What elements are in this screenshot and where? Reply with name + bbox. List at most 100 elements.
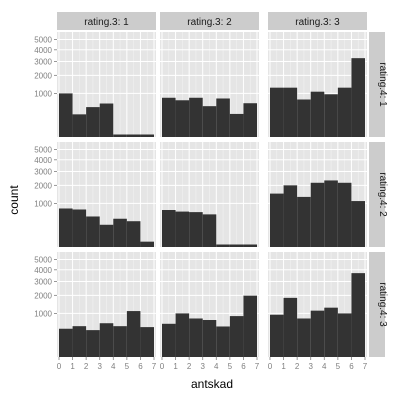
x-tick-label: 4	[111, 362, 116, 371]
x-tick-label: 5	[228, 362, 233, 371]
y-tick-label: 3000	[34, 167, 52, 176]
x-tick-label: 7	[152, 362, 157, 371]
bar-r1c3-bin-4	[324, 94, 338, 137]
y-tick-label: 2000	[34, 181, 52, 190]
bar-r3c1-bin-0	[59, 328, 73, 357]
bar-r1c2-bin-4	[216, 98, 230, 137]
x-tick-label: 4	[214, 362, 219, 371]
bar-r3c3-bin-2	[297, 318, 311, 357]
y-axis-title: count	[7, 185, 21, 215]
bar-r2c3-bin-2	[297, 196, 311, 247]
bar-r1c1-bin-4	[113, 134, 127, 137]
bar-r3c2-bin-6	[243, 295, 257, 357]
x-axis-title: antskad	[191, 377, 233, 391]
column-strip-label-2: rating.3: 2	[187, 17, 232, 28]
x-tick-label: 2	[84, 362, 89, 371]
bar-r2c2-bin-2	[189, 212, 203, 247]
column-strip-1	[57, 12, 156, 30]
bar-r1c3-bin-6	[351, 58, 365, 138]
y-tick-label: 3000	[34, 57, 52, 66]
bar-r2c2-bin-1	[175, 211, 190, 247]
bar-r1c2-bin-2	[189, 97, 203, 137]
bar-r3c2-bin-4	[216, 326, 230, 357]
y-tick-label: 1000	[34, 199, 52, 208]
bar-r2c1-bin-2	[86, 216, 100, 247]
bar-r1c2-bin-0	[162, 97, 176, 137]
bar-r2c2-bin-5	[229, 244, 244, 247]
x-tick-label: 1	[70, 362, 75, 371]
y-tick-label: 5000	[34, 146, 52, 155]
bar-r2c1-bin-0	[59, 208, 73, 247]
x-tick-label: 6	[138, 362, 143, 371]
row-strip-label-1: rating.4: 1	[377, 62, 388, 107]
bar-r1c2-bin-3	[202, 106, 217, 137]
bar-r2c3-bin-1	[283, 185, 298, 247]
y-tick-label: 5000	[34, 36, 52, 45]
x-tick-label: 5	[336, 362, 341, 371]
bar-r3c1-bin-2	[86, 330, 100, 357]
bar-r1c1-bin-3	[99, 103, 114, 137]
bar-r3c3-bin-1	[283, 297, 298, 357]
bar-r1c3-bin-5	[337, 87, 352, 137]
bar-r3c3-bin-3	[310, 310, 325, 357]
bar-r1c3-bin-2	[297, 99, 311, 137]
bar-r2c3-bin-6	[351, 201, 365, 247]
y-tick-label: 5000	[34, 256, 52, 265]
bar-r2c3-bin-3	[310, 182, 325, 247]
bar-r3c2-bin-5	[229, 316, 244, 357]
bar-r2c3-bin-4	[324, 180, 338, 247]
bar-r1c1-bin-6	[140, 134, 154, 137]
column-strip-3	[268, 12, 367, 30]
x-tick-label: 0	[268, 362, 273, 371]
bar-r2c1-bin-1	[72, 209, 87, 247]
y-tick-label: 2000	[34, 291, 52, 300]
x-tick-label: 7	[255, 362, 260, 371]
y-tick-label: 4000	[34, 46, 52, 55]
bar-r3c1-bin-3	[99, 323, 114, 357]
x-tick-label: 0	[160, 362, 165, 371]
bar-r1c2-bin-5	[229, 113, 244, 137]
column-strip-label-3: rating.3: 3	[295, 17, 340, 28]
bar-r2c3-bin-5	[337, 182, 352, 247]
x-tick-label: 3	[200, 362, 205, 371]
y-tick-label: 4000	[34, 266, 52, 275]
bar-r2c2-bin-0	[162, 210, 176, 247]
x-tick-label: 2	[187, 362, 192, 371]
bar-r3c1-bin-4	[113, 326, 127, 357]
row-strip-2	[369, 142, 385, 247]
y-tick-label: 1000	[34, 309, 52, 318]
column-strip-2	[160, 12, 259, 30]
bar-r3c2-bin-0	[162, 323, 176, 357]
bar-r2c1-bin-6	[140, 241, 154, 247]
y-tick-label: 4000	[34, 156, 52, 165]
column-strip-label-1: rating.3: 1	[84, 17, 129, 28]
bar-r1c3-bin-0	[270, 87, 284, 137]
x-tick-label: 1	[173, 362, 178, 371]
x-tick-label: 3	[308, 362, 313, 371]
bar-r3c1-bin-6	[140, 327, 154, 357]
bar-r1c1-bin-5	[126, 134, 141, 137]
row-strip-1	[369, 32, 385, 137]
bar-r2c2-bin-4	[216, 244, 230, 247]
x-tick-label: 0	[57, 362, 62, 371]
row-strip-label-3: rating.4: 3	[377, 282, 388, 327]
x-tick-label: 3	[97, 362, 102, 371]
x-tick-label: 5	[125, 362, 130, 371]
bar-r2c1-bin-5	[126, 221, 141, 247]
y-tick-label: 2000	[34, 71, 52, 80]
bar-r2c3-bin-0	[270, 193, 284, 247]
row-strip-3	[369, 252, 385, 357]
bar-r3c3-bin-0	[270, 314, 284, 357]
row-strip-label-2: rating.4: 2	[377, 172, 388, 217]
bar-r1c2-bin-6	[243, 103, 257, 137]
x-tick-label: 6	[349, 362, 354, 371]
bar-r2c2-bin-3	[202, 214, 217, 247]
bar-r3c2-bin-2	[189, 318, 203, 357]
y-tick-label: 1000	[34, 89, 52, 98]
x-tick-label: 6	[241, 362, 246, 371]
bar-r1c1-bin-0	[59, 93, 73, 137]
bar-r1c1-bin-1	[72, 114, 87, 137]
bar-r1c3-bin-1	[283, 87, 298, 137]
bar-r1c1-bin-2	[86, 107, 100, 137]
